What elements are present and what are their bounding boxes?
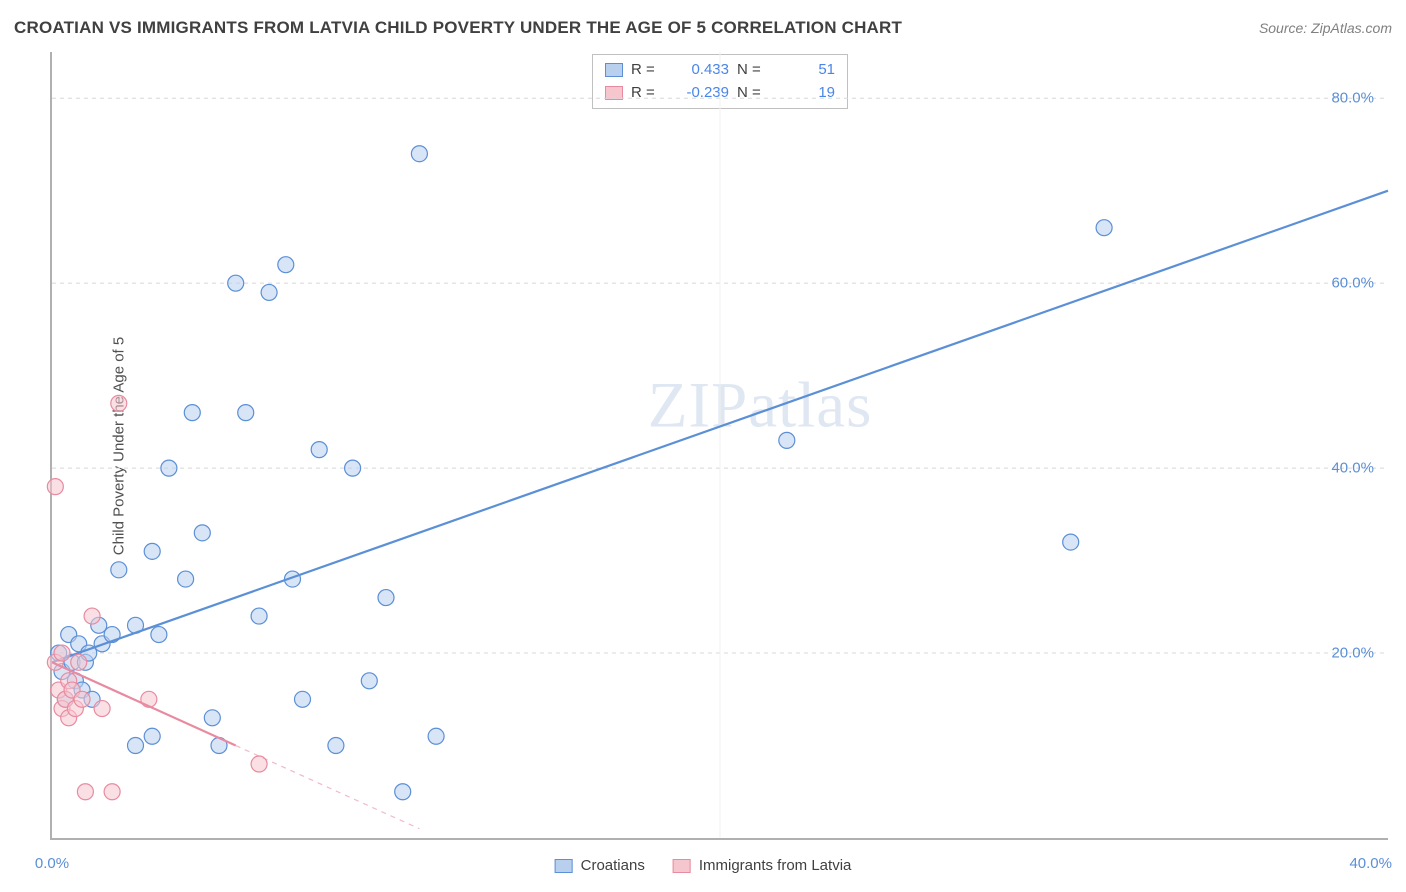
legend-label: Immigrants from Latvia: [699, 857, 852, 874]
scatter-svg: [52, 52, 1388, 838]
y-tick-label: 40.0%: [1331, 460, 1374, 477]
swatch-icon: [555, 859, 573, 873]
y-tick-label: 60.0%: [1331, 275, 1374, 292]
swatch-icon: [673, 859, 691, 873]
series-legend: Croatians Immigrants from Latvia: [555, 857, 852, 874]
plot-area: ZIPatlas R = 0.433 N = 51 R = -0.239 N =…: [50, 52, 1388, 840]
chart-header: CROATIAN VS IMMIGRANTS FROM LATVIA CHILD…: [14, 18, 1392, 38]
legend-item-croatians: Croatians: [555, 857, 645, 874]
legend-label: Croatians: [581, 857, 645, 874]
y-tick-label: 20.0%: [1331, 645, 1374, 662]
legend-item-latvia: Immigrants from Latvia: [673, 857, 852, 874]
y-tick-label: 80.0%: [1331, 90, 1374, 107]
x-tick-0: 0.0%: [35, 855, 69, 872]
chart-title: CROATIAN VS IMMIGRANTS FROM LATVIA CHILD…: [14, 18, 902, 38]
x-tick-1: 40.0%: [1349, 855, 1392, 872]
source-label: Source: ZipAtlas.com: [1259, 20, 1392, 36]
